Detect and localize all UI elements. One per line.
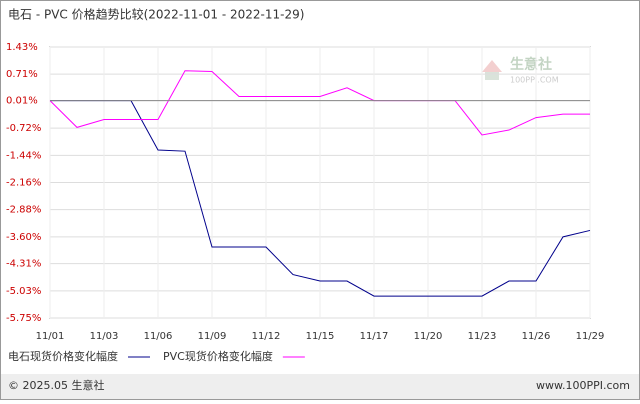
- x-tick-label: 11/01: [36, 331, 65, 342]
- footer-bar: [1, 374, 639, 399]
- y-tick-label: 0.71%: [6, 69, 38, 80]
- x-tick-label: 11/17: [360, 331, 389, 342]
- x-tick-label: 11/23: [468, 331, 497, 342]
- x-tick-label: 11/20: [414, 331, 443, 342]
- series-line: [49, 70, 590, 136]
- y-tick-label: -2.16%: [6, 178, 41, 189]
- y-tick-label: -5.03%: [6, 286, 41, 297]
- y-tick-label: 1.43%: [6, 42, 38, 53]
- y-tick-label: -2.88%: [6, 205, 41, 216]
- chart-title: 电石 - PVC 价格趋势比较(2022-11-01 - 2022-11-29): [8, 7, 304, 22]
- x-tick-label: 11/09: [198, 331, 227, 342]
- legend-label: PVC现货价格变化幅度: [163, 349, 273, 363]
- footer-copyright: © 2025.05 生意社: [8, 378, 104, 392]
- y-tick-label: -1.44%: [6, 150, 41, 161]
- x-tick-label: 11/29: [576, 331, 605, 342]
- logo: [485, 72, 499, 80]
- x-tick-label: 11/06: [144, 331, 173, 342]
- logo: [482, 60, 502, 72]
- series-line: [50, 100, 591, 297]
- y-tick-label: -0.72%: [6, 123, 41, 134]
- x-tick-label: 11/26: [522, 331, 551, 342]
- x-tick-label: 11/15: [306, 331, 335, 342]
- x-tick-label: 11/03: [90, 331, 119, 342]
- legend-label: 电石现货价格变化幅度: [8, 349, 118, 363]
- y-tick-label: -4.31%: [6, 259, 41, 270]
- x-tick-label: 11/12: [252, 331, 281, 342]
- y-tick-label: -3.60%: [6, 232, 41, 243]
- y-tick-label: -5.75%: [6, 313, 41, 324]
- watermark: 生意社 100PPI.COM: [482, 56, 559, 85]
- y-tick-label: 0.01%: [6, 96, 38, 107]
- footer-url: www.100PPI.com: [536, 379, 630, 392]
- watermark-name: 生意社: [510, 56, 552, 73]
- watermark-site: 100PPI.COM: [510, 76, 559, 85]
